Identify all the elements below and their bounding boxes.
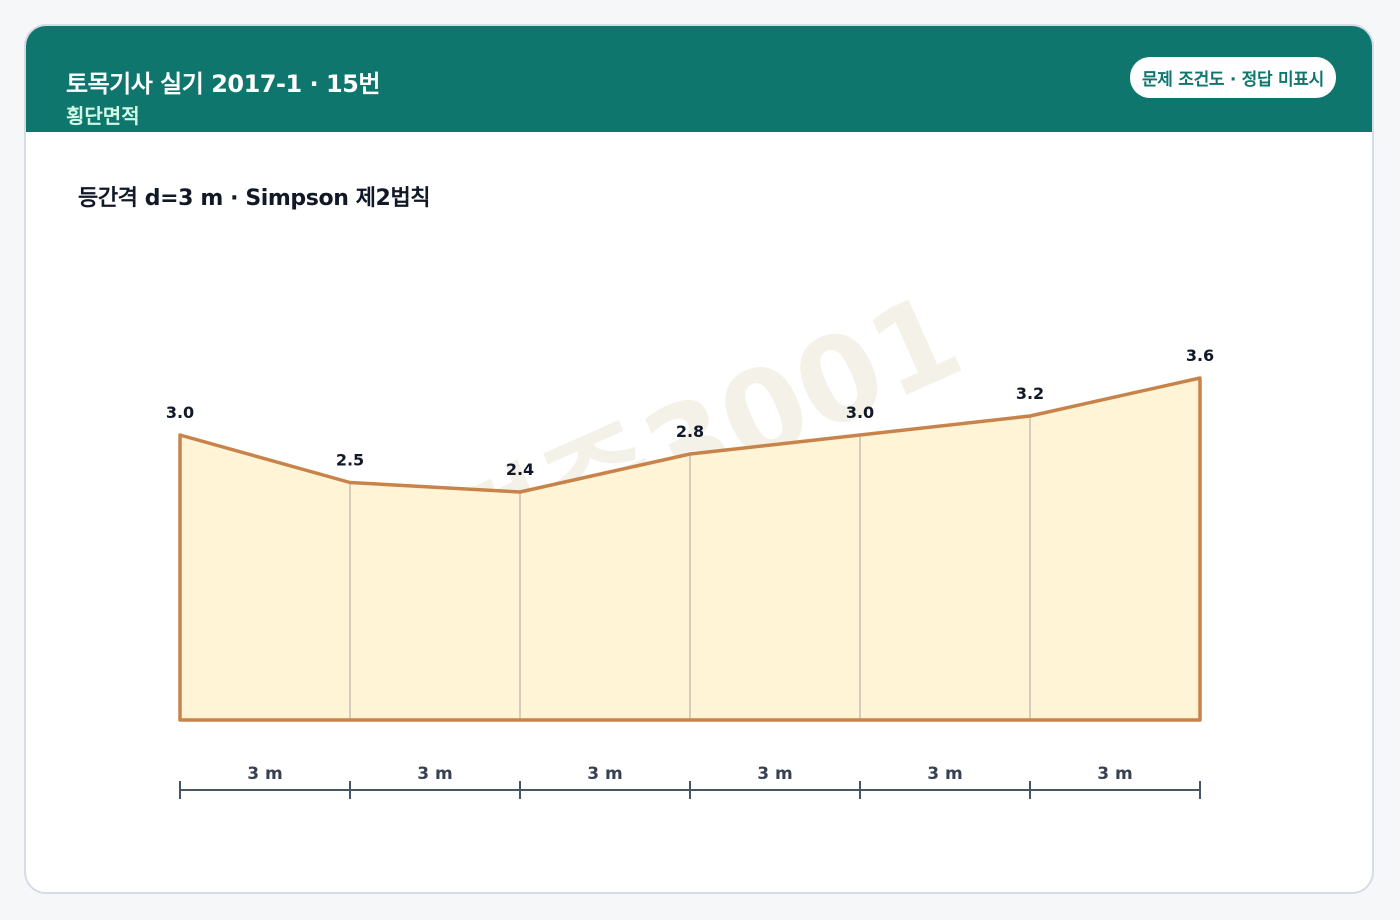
height-label: 3.2	[1016, 384, 1044, 403]
section-title: 등간격 d=3 m · Simpson 제2법칙	[78, 186, 431, 211]
height-label: 2.4	[506, 460, 534, 479]
height-label: 3.0	[846, 403, 874, 422]
height-label: 2.8	[676, 422, 704, 441]
height-label: 3.0	[166, 403, 194, 422]
dimension-layer: 3 m 3 m 3 m 3 m 3 m 3 m	[179, 764, 1202, 799]
interval-label: 3 m	[247, 764, 282, 784]
height-label: 3.6	[1186, 346, 1214, 365]
status-badge: 문제 조건도 · 정답 미표시	[1129, 57, 1336, 98]
interval-label: 3 m	[417, 764, 452, 784]
header-bar: 토목기사 실기 2017-1 · 15번 횡단면적 문제 조건도 · 정답 미표…	[26, 26, 1372, 132]
interval-label: 3 m	[1097, 764, 1132, 784]
interval-label: 3 m	[587, 764, 622, 784]
height-label: 2.5	[336, 451, 364, 470]
page-title: 토목기사 실기 2017-1 · 15번	[66, 70, 380, 98]
interval-label: 3 m	[927, 764, 962, 784]
area-layer: 3.0 2.5 2.4 2.8 3.0 3.2 3.6	[166, 346, 1214, 722]
profile-outline	[178, 376, 1202, 722]
page-subtitle: 횡단면적	[66, 104, 140, 128]
interval-label: 3 m	[757, 764, 792, 784]
